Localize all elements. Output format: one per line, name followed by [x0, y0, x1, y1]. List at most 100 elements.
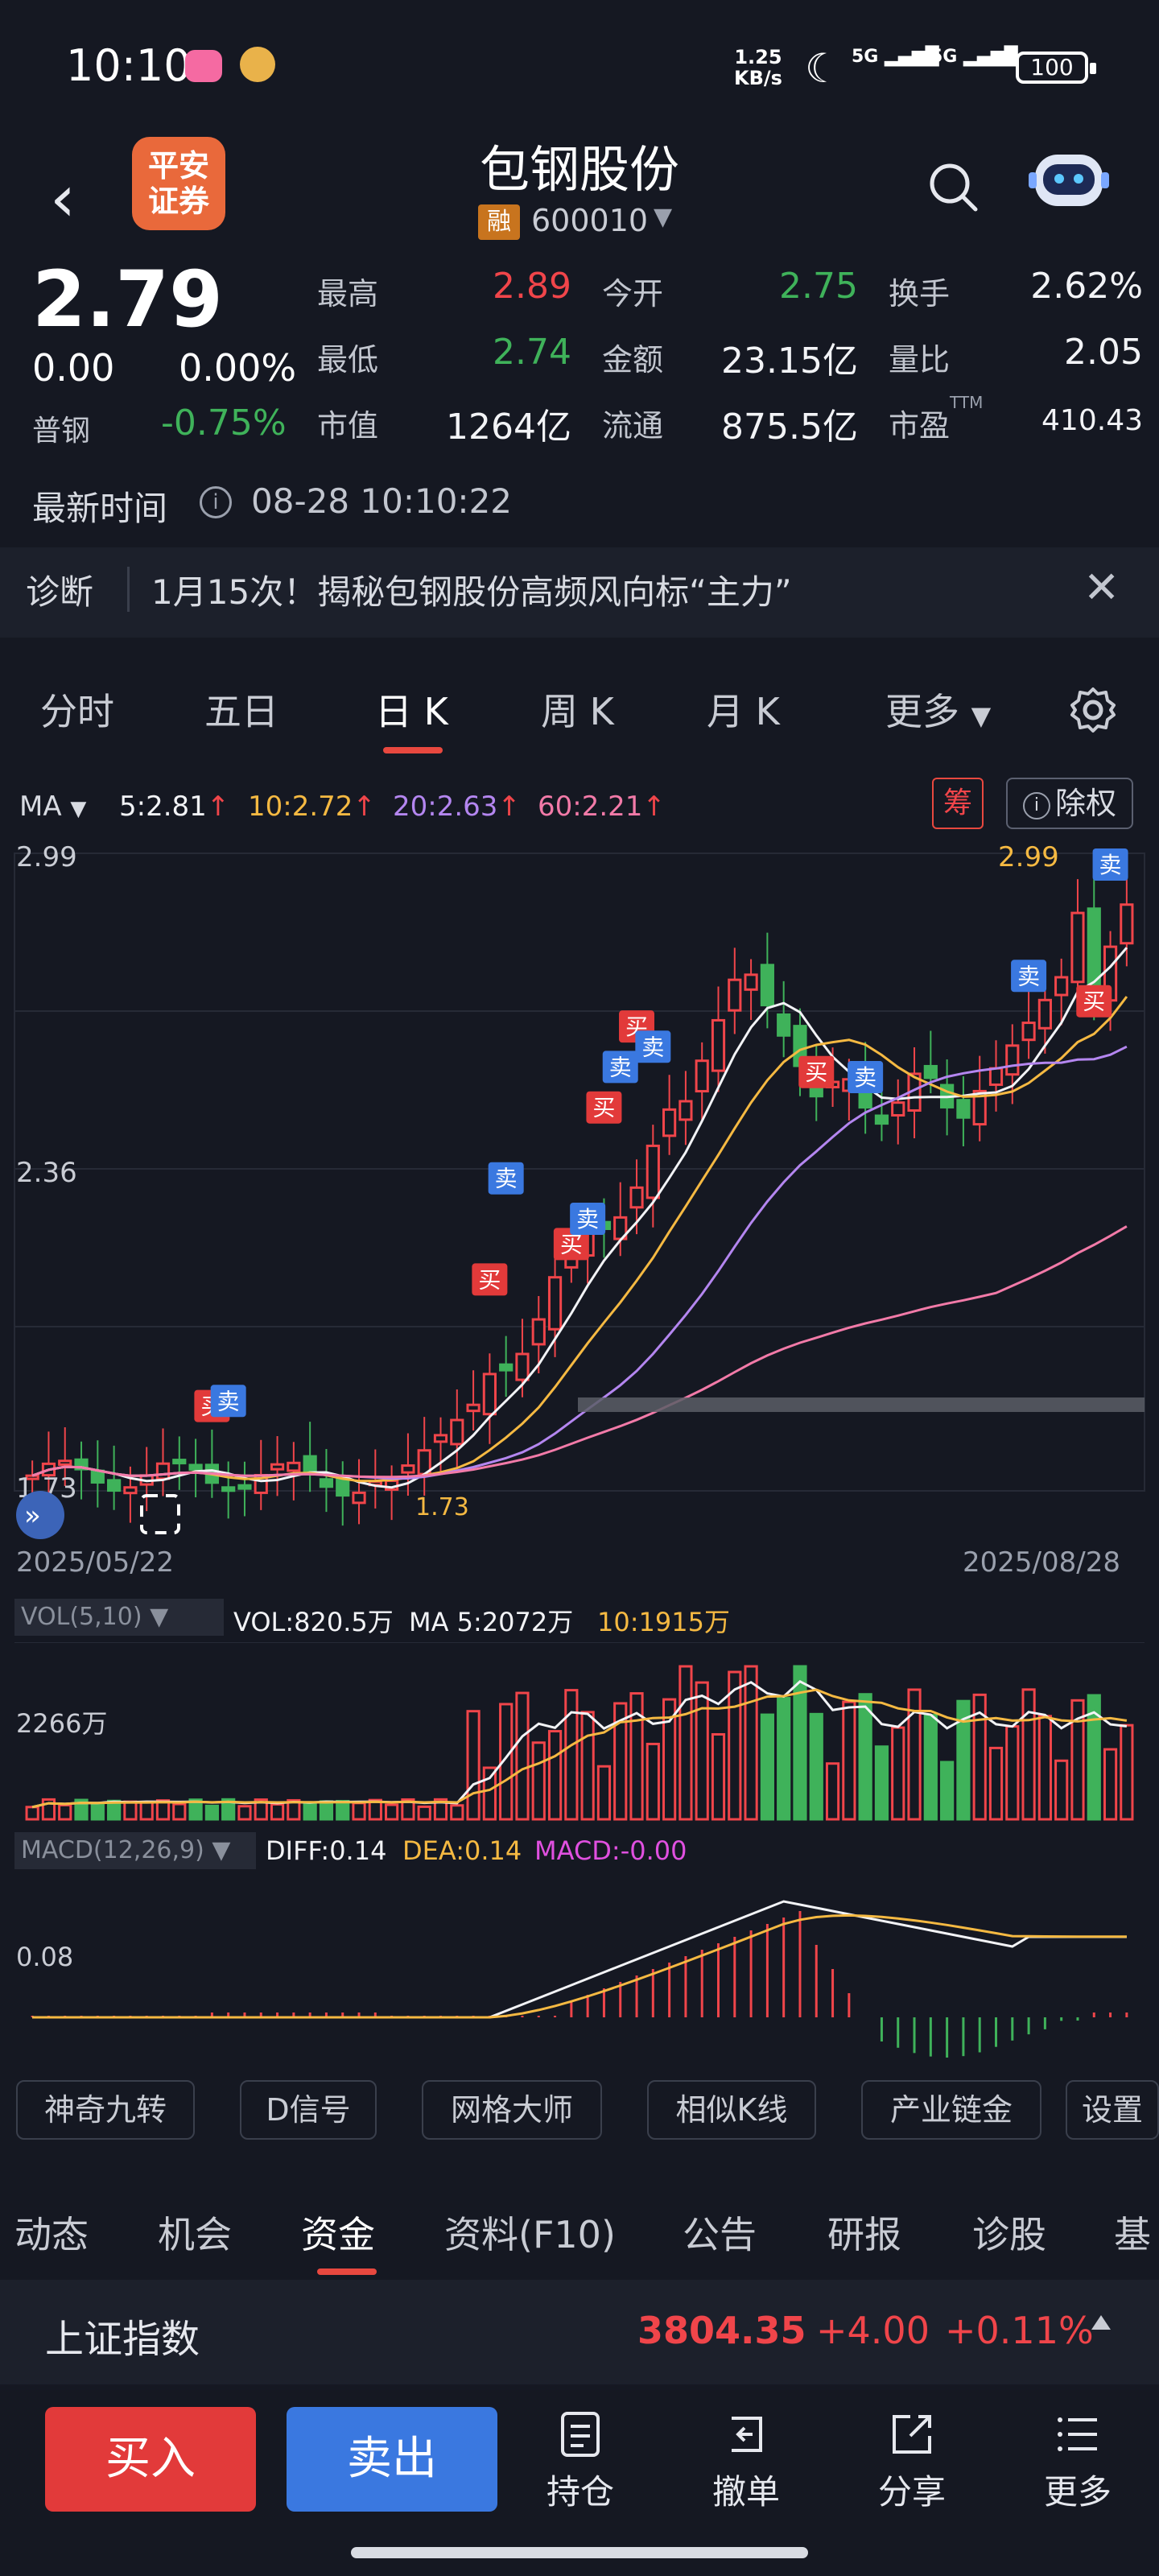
gear-icon[interactable]: [1067, 684, 1119, 736]
sell-button[interactable]: 卖出: [287, 2407, 497, 2512]
tab-weekly-k[interactable]: 周 K: [541, 690, 614, 733]
tab-news[interactable]: 动态: [14, 2213, 89, 2256]
expand-icon[interactable]: [16, 1491, 64, 1539]
positions-button[interactable]: 持仓: [528, 2409, 633, 2514]
volume-indicator-selector[interactable]: VOL(5,10) ▼: [14, 1599, 224, 1636]
tab-daily-k[interactable]: 日 K: [375, 690, 448, 733]
stock-code[interactable]: 600010: [531, 203, 649, 238]
tab-fund[interactable]: 基: [1114, 2213, 1151, 2256]
tab-intraday[interactable]: 分时: [40, 690, 114, 733]
volume-bar: [923, 1714, 938, 1821]
info-icon[interactable]: i: [200, 486, 232, 518]
sell-signal[interactable]: 卖: [570, 1203, 606, 1235]
sector-change[interactable]: -0.75%: [161, 402, 287, 444]
quote-label: 换手: [889, 276, 951, 312]
diagnosis-bar[interactable]: 诊断 1月15次！揭秘包钢股份高频风向标“主力” ✕: [0, 547, 1159, 638]
volume-bar: [336, 1799, 350, 1821]
broker-logo[interactable]: 平安 证券: [132, 137, 225, 230]
sell-signal[interactable]: 卖: [1011, 960, 1047, 993]
price-change-pct: 0.00%: [179, 346, 297, 390]
info-icon: i: [1022, 791, 1050, 819]
candle: [645, 1125, 660, 1228]
tab-funds[interactable]: 资金: [301, 2213, 375, 2256]
quote-value: 2.05: [1064, 332, 1143, 373]
tab-diagnose[interactable]: 诊股: [972, 2213, 1046, 2256]
volume-bar: [662, 1698, 677, 1821]
expand-up-icon[interactable]: [1091, 2315, 1111, 2330]
tab-research[interactable]: 研报: [827, 2213, 901, 2256]
ma-selector[interactable]: MA ▼: [19, 791, 87, 823]
volume-bar: [499, 1703, 514, 1821]
diagnosis-text[interactable]: 1月15次！揭秘包钢股份高频风向标“主力”: [151, 572, 792, 612]
tab-more[interactable]: 更多 ▼: [885, 690, 992, 733]
buy-signal[interactable]: 买: [586, 1091, 622, 1124]
current-price: 2.79: [32, 254, 223, 345]
tool-similar-k[interactable]: 相似K线: [647, 2080, 816, 2140]
candle: [417, 1417, 431, 1496]
tab-monthly-k[interactable]: 月 K: [707, 690, 780, 733]
tab-opportunity[interactable]: 机会: [158, 2213, 232, 2256]
sell-signal[interactable]: 卖: [635, 1030, 671, 1063]
buy-signal[interactable]: 买: [798, 1055, 835, 1088]
tool-magic-nine[interactable]: 神奇九转: [16, 2080, 195, 2140]
svg-text:卖: 卖: [576, 1206, 599, 1232]
sell-signal[interactable]: 卖: [210, 1385, 246, 1418]
fullscreen-icon[interactable]: [140, 1494, 180, 1534]
buy-signal[interactable]: 买: [472, 1263, 508, 1296]
quote-value: 2.89: [493, 266, 571, 307]
volume-bar: [760, 1713, 774, 1821]
index-value: 3804.35: [637, 2309, 806, 2352]
volume-bar: [596, 1765, 612, 1821]
tool-settings[interactable]: 设置: [1066, 2080, 1159, 2140]
code-dropdown-icon[interactable]: ▼: [654, 203, 673, 231]
more-button[interactable]: 更多: [1025, 2409, 1130, 2514]
tool-industry-chain[interactable]: 产业链金: [861, 2080, 1041, 2140]
volume-bar: [580, 1711, 595, 1821]
tab-announcements[interactable]: 公告: [683, 2213, 757, 2256]
cancel-order-button[interactable]: 撤单: [694, 2409, 798, 2514]
tab-f10[interactable]: 资料(F10): [444, 2213, 616, 2256]
divider: [127, 567, 130, 612]
volume-bar: [466, 1710, 481, 1821]
buy-signal[interactable]: 买: [553, 1228, 589, 1261]
volume-bar: [1037, 1715, 1052, 1821]
quote-label: 量比: [889, 342, 951, 378]
tool-grid-master[interactable]: 网格大师: [422, 2080, 602, 2140]
buy-signal[interactable]: 买: [1076, 985, 1112, 1018]
candle: [287, 1442, 301, 1501]
close-icon[interactable]: ✕: [1083, 562, 1120, 613]
svg-text:买: 买: [478, 1266, 501, 1293]
volume-bar: [711, 1732, 726, 1821]
ma60-line: [31, 1225, 1128, 1479]
sell-signal[interactable]: 卖: [488, 1162, 524, 1195]
ttm-label: TTM: [950, 393, 984, 412]
candlestick-chart[interactable]: 买卖买卖买卖买卖买卖买卖卖买卖 2.99 2.36 1.73 2.99 1.73…: [0, 837, 1159, 1578]
back-arrow-icon[interactable]: ‹: [50, 161, 76, 236]
tab-five-day[interactable]: 五日: [204, 690, 278, 733]
sell-signal[interactable]: 卖: [602, 1051, 638, 1084]
ex-rights-button[interactable]: i 除权: [1006, 778, 1133, 829]
chip-button[interactable]: 筹: [932, 778, 984, 829]
sell-signal[interactable]: 卖: [1092, 848, 1128, 881]
search-icon[interactable]: [924, 158, 982, 216]
volume-bar: [825, 1762, 840, 1821]
macd-chart[interactable]: 0.08: [0, 1872, 1159, 2066]
volume-bar: [204, 1804, 219, 1821]
quote-label: 最低: [317, 342, 379, 378]
volume-chart[interactable]: 2266万: [0, 1642, 1159, 1827]
index-ticker[interactable]: 上证指数 3804.35 +4.00 +0.11%: [0, 2280, 1159, 2384]
share-button[interactable]: 分享: [860, 2409, 964, 2514]
tool-d-signal[interactable]: D信号: [240, 2080, 377, 2140]
volume-bar: [139, 1801, 154, 1821]
volume-bar: [287, 1798, 301, 1821]
sell-signal[interactable]: 卖: [848, 1061, 884, 1093]
volume-bar: [940, 1761, 955, 1821]
ai-assistant-icon[interactable]: [1029, 143, 1109, 216]
candle: [204, 1429, 219, 1498]
macd-indicator-selector[interactable]: MACD(12,26,9) ▼: [14, 1832, 256, 1869]
quote-value: 410.43: [1041, 404, 1143, 437]
diagnosis-label: 诊断: [26, 572, 94, 612]
sector-label[interactable]: 普钢: [32, 415, 91, 448]
buy-button[interactable]: 买入: [45, 2407, 256, 2512]
quote-value: 2.75: [779, 266, 858, 307]
